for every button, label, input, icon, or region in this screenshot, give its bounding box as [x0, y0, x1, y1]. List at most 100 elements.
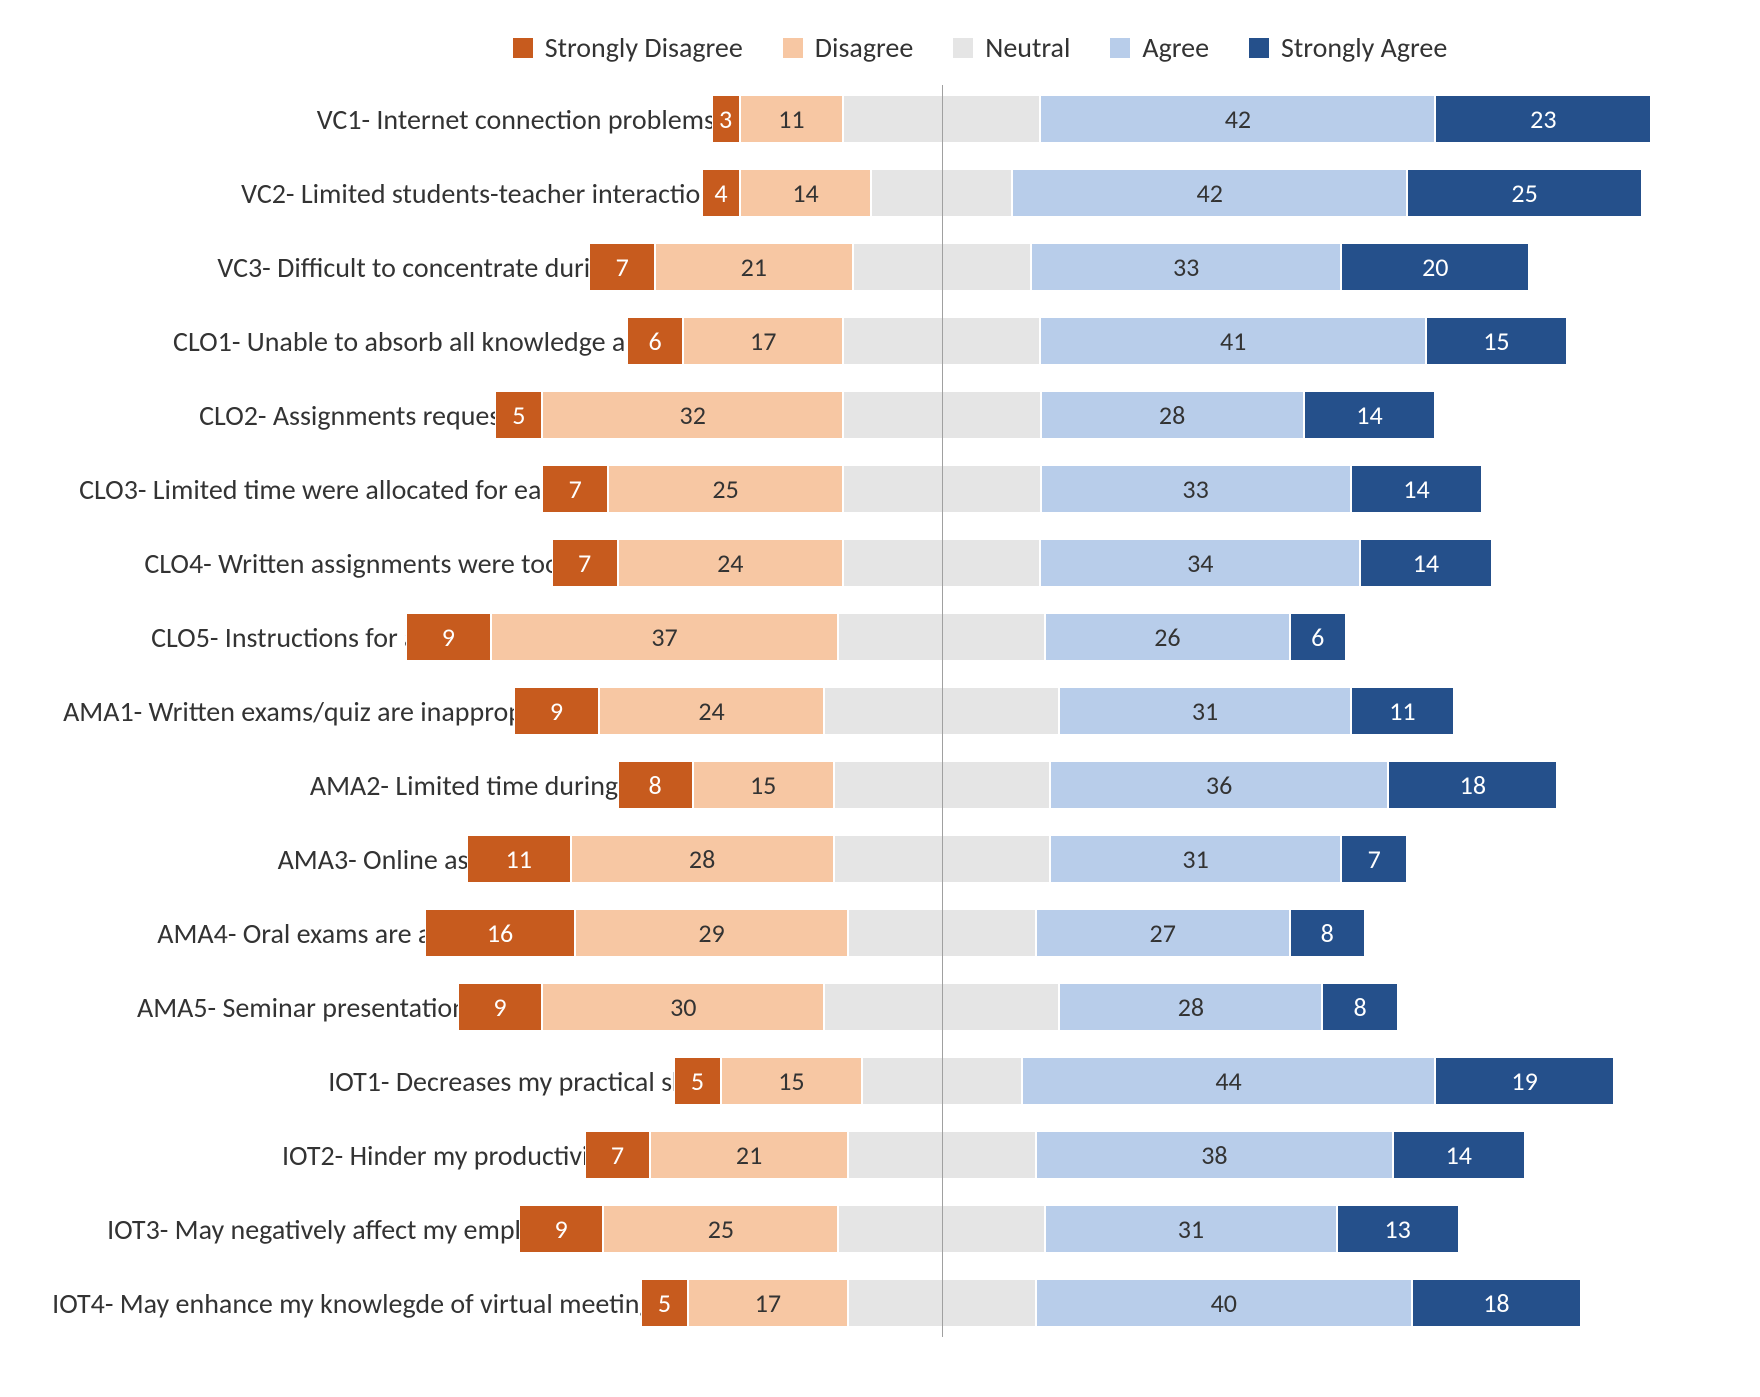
chart-row: CLO1- Unable to absorb all knowledge and… [40, 317, 1720, 365]
legend-label-d: Disagree [815, 30, 913, 65]
segment-sa: 14 [1351, 465, 1483, 513]
bar: 7213320 [589, 243, 1529, 291]
center-line [942, 85, 943, 1337]
legend-swatch-d [783, 38, 803, 58]
segment-d: 11 [740, 95, 843, 143]
segment-d: 17 [688, 1279, 848, 1327]
segment-sa: 19 [1435, 1057, 1614, 1105]
row-label: IOT1- Decreases my practical skills [40, 1064, 735, 1099]
bar-area: 7213320 [735, 243, 1685, 291]
segment-d: 32 [542, 391, 843, 439]
segment-sa: 14 [1360, 539, 1492, 587]
chart-row: VC1- Internet connection problems311 4223 [40, 95, 1720, 143]
segment-sd: 5 [674, 1057, 721, 1105]
segment-d: 24 [618, 539, 844, 587]
segment-d: 25 [608, 465, 843, 513]
segment-sd: 7 [542, 465, 608, 513]
segment-sd: 11 [467, 835, 570, 883]
segment-sa: 6 [1290, 613, 1346, 661]
bar-area: 5322814 [735, 391, 1685, 439]
bar-area: 7213814 [735, 1131, 1685, 1179]
bar-area: 9243111 [735, 687, 1685, 735]
segment-a: 28 [1041, 391, 1304, 439]
segment-sd: 6 [627, 317, 683, 365]
chart-legend: Strongly Disagree Disagree Neutral Agree Str… [240, 30, 1720, 65]
bar: 5174018 [641, 1279, 1581, 1327]
segment-sa: 14 [1393, 1131, 1525, 1179]
segment-d: 15 [721, 1057, 862, 1105]
segment-sd: 3 [712, 95, 740, 143]
chart-row: AMA4- Oral exams are an appropriate alte… [40, 909, 1720, 957]
legend-item-n: Neutral [953, 30, 1070, 65]
segment-a: 33 [1031, 243, 1341, 291]
bar: 311 4223 [712, 95, 1652, 143]
segment-sd: 7 [585, 1131, 651, 1179]
segment-sd: 7 [552, 539, 618, 587]
bar-area: 7243414 [735, 539, 1685, 587]
legend-swatch-sd [513, 38, 533, 58]
segment-a: 31 [1050, 835, 1341, 883]
segment-sd: 8 [618, 761, 693, 809]
segment-sd: 4 [702, 169, 740, 217]
bar-area: 6174115 [735, 317, 1685, 365]
segment-sa: 7 [1341, 835, 1407, 883]
legend-item-a: Agree [1110, 30, 1209, 65]
segment-sd: 5 [495, 391, 542, 439]
segment-d: 30 [542, 983, 824, 1031]
bar-area: 7253314 [735, 465, 1685, 513]
segment-sd: 7 [589, 243, 655, 291]
segment-sa: 25 [1407, 169, 1642, 217]
chart-row: CLO3- Limited time were allocated for ea… [40, 465, 1720, 513]
segment-sd: 9 [406, 613, 491, 661]
segment-sa: 14 [1304, 391, 1436, 439]
segment-a: 44 [1022, 1057, 1436, 1105]
bar-area: 3114223 [735, 95, 1685, 143]
segment-sa: 8 [1290, 909, 1365, 957]
chart-row: VC3- Difficult to concentrate during lec… [40, 243, 1720, 291]
segment-a: 38 [1036, 1131, 1393, 1179]
segment-sa: 23 [1435, 95, 1651, 143]
segment-a: 27 [1036, 909, 1290, 957]
segment-d: 37 [491, 613, 839, 661]
bar: 930288 [458, 983, 1398, 1031]
chart-row: IOT3- May negatively affect my employabi… [40, 1205, 1720, 1253]
legend-label-sa: Strongly Agree [1281, 30, 1447, 65]
segment-a: 28 [1059, 983, 1322, 1031]
bar: 725 3314 [542, 465, 1482, 513]
bar: 1629278 [425, 909, 1365, 957]
segment-sa: 20 [1341, 243, 1529, 291]
chart-rows: VC1- Internet connection problems3114223… [40, 95, 1720, 1327]
bar-area: 930288 [735, 983, 1685, 1031]
chart-row: CLO5- Instructions for assignments were … [40, 613, 1720, 661]
segment-a: 33 [1041, 465, 1351, 513]
bar-area: 1128317 [735, 835, 1685, 883]
chart-row: AMA3- Online assignment not suitable1128… [40, 835, 1720, 883]
bar: 9253113 [519, 1205, 1459, 1253]
segment-a: 41 [1040, 317, 1425, 365]
chart-row: VC2- Limited students-teacher interactio… [40, 169, 1720, 217]
legend-item-sa: Strongly Agree [1249, 30, 1447, 65]
segment-d: 17 [683, 317, 843, 365]
segment-d: 14 [740, 169, 872, 217]
segment-sa: 11 [1351, 687, 1454, 735]
bar-area: 5154419 [735, 1057, 1685, 1105]
segment-d: 24 [599, 687, 825, 735]
chart-row: CLO4- Written assignments were too cumbe… [40, 539, 1720, 587]
segment-a: 40 [1036, 1279, 1412, 1327]
bar: 414 4225 [702, 169, 1642, 217]
segment-a: 42 [1040, 95, 1435, 143]
segment-a: 31 [1059, 687, 1350, 735]
row-label: VC1- Internet connection problems [40, 102, 735, 137]
chart-row: CLO2- Assignments requested were too man… [40, 391, 1720, 439]
bar-area: 937266 [735, 613, 1685, 661]
legend-label-sd: Strongly Disagree [545, 30, 743, 65]
segment-a: 31 [1045, 1205, 1336, 1253]
bar-area: 8153618 [735, 761, 1685, 809]
segment-a: 42 [1012, 169, 1407, 217]
bar-area: 5174018 [735, 1279, 1685, 1327]
bar: 7243414 [552, 539, 1492, 587]
chart-row: AMA5- Seminar presentations are an appro… [40, 983, 1720, 1031]
segment-a: 36 [1050, 761, 1388, 809]
legend-swatch-n [953, 38, 973, 58]
segment-sa: 13 [1337, 1205, 1459, 1253]
